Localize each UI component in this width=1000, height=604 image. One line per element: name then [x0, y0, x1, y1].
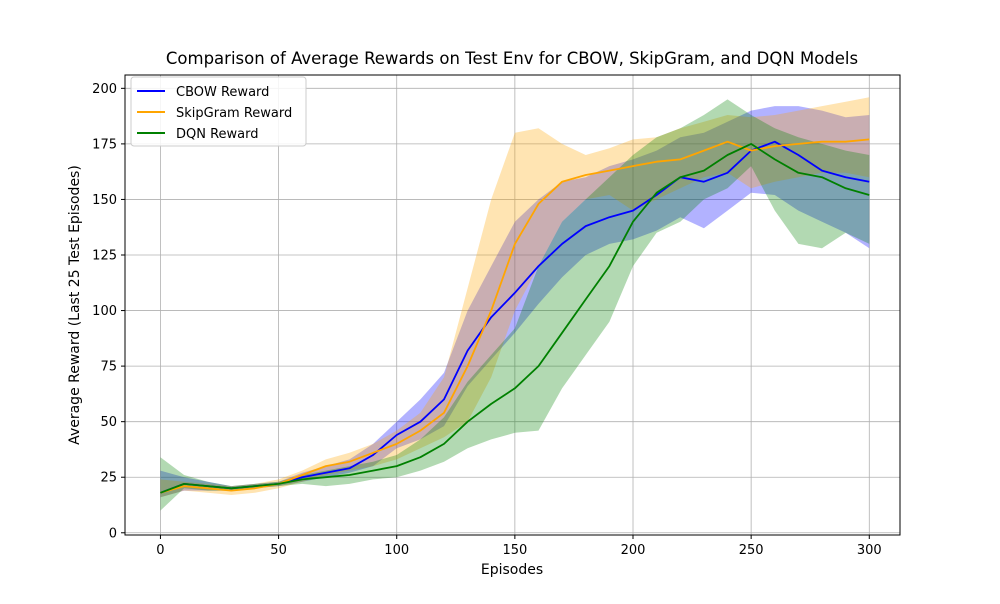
y-axis-label: Average Reward (Last 25 Test Episodes) — [67, 165, 83, 445]
y-tick-label: 25 — [100, 471, 117, 486]
y-tick-label: 0 — [109, 526, 117, 541]
x-tick-label: 250 — [739, 543, 764, 558]
x-tick-label: 300 — [857, 543, 882, 558]
confidence-bands — [160, 97, 870, 511]
x-axis-label: Episodes — [481, 562, 543, 578]
x-tick-label: 150 — [502, 543, 527, 558]
legend-box — [130, 76, 307, 147]
skipgram-band — [160, 97, 870, 498]
x-tick-label: 50 — [270, 543, 287, 558]
y-tick-label: 175 — [92, 137, 117, 152]
grid — [125, 75, 900, 535]
series-lines — [160, 138, 870, 494]
chart-title: Comparison of Average Rewards on Test En… — [166, 49, 858, 68]
y-tick-label: 150 — [92, 193, 117, 208]
legend: CBOW Reward SkipGram Reward DQN Reward — [130, 76, 307, 147]
dqn-band — [160, 99, 870, 511]
y-tick-label: 75 — [100, 360, 117, 375]
cbow-band — [160, 106, 870, 498]
dqn-line — [160, 142, 870, 494]
y-tick-label: 100 — [92, 304, 117, 319]
x-tick-label: 0 — [156, 543, 164, 558]
x-tick-label: 100 — [384, 543, 409, 558]
legend-label-dqn: DQN Reward — [176, 127, 259, 142]
plot-frame — [124, 74, 901, 536]
y-tick-label: 125 — [92, 249, 117, 264]
legend-label-cbow: CBOW Reward — [176, 85, 269, 100]
y-tick-label: 50 — [100, 415, 117, 430]
axis-ticks: 0 50 100 150 200 250 300 0 25 50 75 100 125 150 175 200 — [92, 82, 882, 558]
x-tick-label: 200 — [621, 543, 646, 558]
legend-label-skipgram: SkipGram Reward — [176, 106, 292, 121]
y-tick-label: 200 — [92, 82, 117, 97]
